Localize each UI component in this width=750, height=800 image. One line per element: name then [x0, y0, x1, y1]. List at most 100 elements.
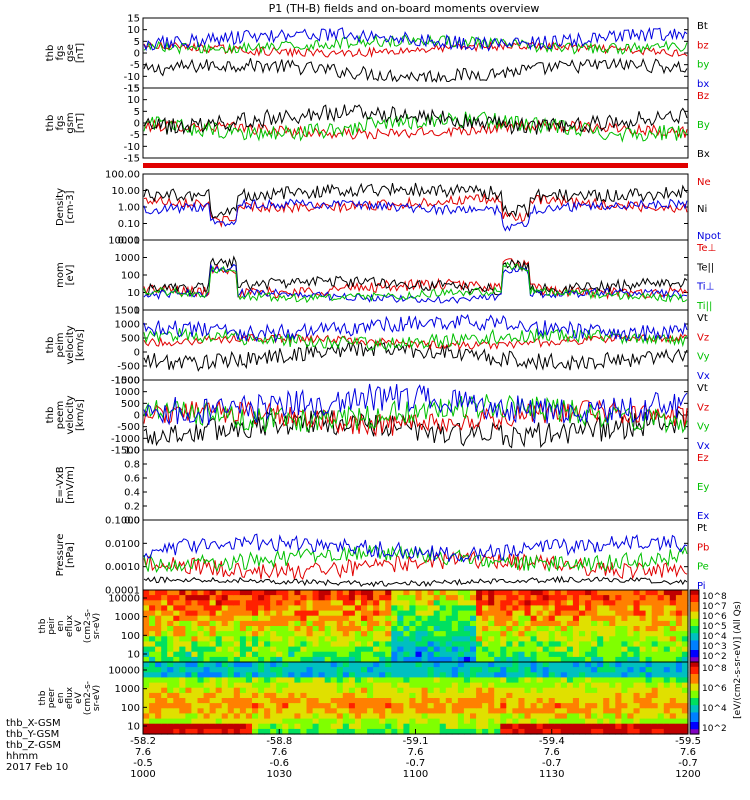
colorbar-step — [690, 618, 699, 622]
spectrogram-cell — [312, 692, 320, 699]
spectrogram-cell — [560, 626, 568, 632]
spectrogram-cell — [282, 682, 289, 689]
spectrogram-cell — [161, 651, 168, 658]
spectrogram-cell — [252, 718, 259, 725]
spectrogram-cell — [627, 651, 635, 658]
spectrogram-cell — [488, 723, 495, 730]
spectrogram-cell — [633, 656, 641, 663]
spectrogram-cell — [221, 677, 229, 684]
y-tick-label: 0.2 — [124, 502, 140, 513]
spectrogram-cell — [288, 600, 295, 606]
colorbar-step — [690, 590, 699, 593]
spectrogram-cell — [512, 692, 520, 699]
spectrogram-cell — [482, 703, 489, 709]
spectrogram-cell — [451, 590, 459, 596]
spectrogram-cell — [373, 656, 380, 663]
spectrogram-cell — [536, 590, 544, 596]
spectrogram-cell — [651, 687, 659, 694]
spectrogram-cell — [579, 651, 586, 658]
spectrogram-cell — [554, 610, 562, 617]
spectrogram-cell — [566, 662, 574, 668]
spectrogram-cell — [282, 641, 289, 648]
spectrogram-cell — [312, 646, 320, 653]
spectrogram-cell — [239, 595, 247, 601]
spectrogram-cell — [518, 626, 526, 632]
spectrogram-cell — [191, 651, 199, 658]
spectrogram-cell — [252, 600, 259, 606]
spectrogram-cell — [542, 610, 550, 617]
spectrogram-cell — [427, 682, 435, 689]
spectrogram-cell — [591, 672, 598, 678]
spectrogram-cell — [258, 605, 265, 612]
spectrogram-cell — [197, 600, 205, 606]
spectrogram-cell — [482, 708, 489, 714]
y-axis-label: peir — [47, 617, 57, 635]
spectrogram-cell — [663, 708, 671, 714]
spectrogram-cell — [391, 656, 398, 663]
spectrogram-cell — [264, 672, 271, 678]
spectrogram-cell — [554, 590, 562, 596]
spectrogram-cell — [615, 708, 622, 714]
spectrogram-cell — [669, 620, 677, 627]
spectrogram-cell — [276, 620, 283, 627]
spectrogram-cell — [348, 687, 356, 694]
spectrogram-cell — [385, 631, 392, 637]
x-tick-label: -58.2 — [130, 736, 156, 747]
spectrogram-cell — [203, 718, 211, 725]
spectrogram-cell — [542, 656, 550, 663]
spectrogram-cell — [348, 703, 356, 709]
spectrogram-cell — [155, 656, 162, 663]
spectrogram-cell — [639, 687, 647, 694]
y-axis-label: [eV] — [65, 265, 76, 286]
spectrogram-cell — [524, 677, 532, 684]
spectrogram-cell — [155, 703, 162, 709]
spectrogram-cell — [306, 728, 314, 735]
spectrogram-cell — [560, 713, 568, 720]
spectrogram-cell — [536, 610, 544, 617]
spectrogram-cell — [149, 677, 156, 684]
spectrogram-cell — [451, 672, 459, 678]
panel-frame — [142, 519, 689, 591]
data-quality-bar — [143, 163, 688, 168]
spectrogram-cell — [252, 620, 259, 627]
spectrogram-cell — [591, 682, 598, 689]
spectrogram-cell — [336, 718, 344, 725]
spectrogram-cell — [179, 708, 186, 714]
spectrogram-cell — [669, 651, 677, 658]
spectrogram-cell — [560, 698, 568, 704]
spectrogram-cell — [609, 590, 616, 596]
spectrogram-cell — [397, 590, 404, 596]
spectrogram-cell — [500, 651, 507, 658]
spectrogram-cell — [591, 677, 598, 684]
spectrogram-cell — [500, 667, 507, 673]
spectrogram-cell — [191, 703, 199, 709]
spectrogram-cell — [324, 620, 332, 627]
spectrogram-cell — [615, 641, 622, 648]
spectrogram-cell — [470, 667, 477, 673]
spectrogram-cell — [445, 620, 453, 627]
spectrogram-cell — [579, 605, 586, 612]
y-axis-label: mom — [55, 262, 66, 288]
legend-entry: Vz — [697, 402, 709, 413]
y-axis-label: eV — [74, 691, 84, 704]
spectrogram-cell — [264, 651, 271, 658]
spectrogram-cell — [270, 641, 277, 648]
spectrogram-cell — [621, 667, 629, 673]
spectrogram-cell — [239, 662, 247, 668]
spectrogram-cell — [427, 651, 435, 658]
spectrogram-cell — [330, 651, 338, 658]
spectrogram-cell — [463, 631, 471, 637]
y-tick-label: 100 — [121, 271, 140, 282]
spectrogram-cell — [463, 610, 471, 617]
y-tick-label: 10000 — [108, 594, 140, 605]
spectrogram-cell — [512, 641, 520, 648]
spectrogram-cell — [294, 595, 302, 601]
series-line-by — [143, 34, 688, 55]
spectrogram-cell — [621, 728, 629, 735]
spectrogram-cell — [203, 677, 211, 684]
x-tick-label: 1100 — [403, 769, 428, 780]
spectrogram-cell — [427, 698, 435, 704]
spectrogram-cell — [500, 677, 507, 684]
spectrogram-cell — [427, 728, 435, 735]
spectrogram-cell — [548, 600, 556, 606]
